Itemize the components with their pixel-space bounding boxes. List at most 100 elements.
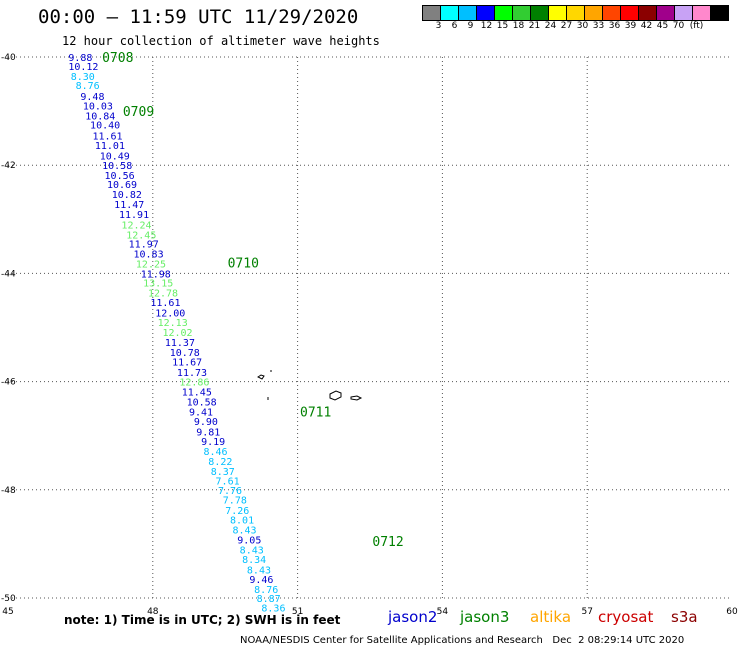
swh-value: 9.88 [68,53,92,64]
swh-value: 10.56 [105,171,135,182]
swh-value: 10.49 [100,151,130,162]
time-label: 0711 [300,405,331,420]
swh-value: 12.24 [121,221,151,232]
swh-value: 9.48 [80,92,104,103]
scale-label: 36 [608,21,621,31]
swh-values: 9.8810.128.308.769.4810.0310.8410.4011.6… [68,53,285,615]
chart-subtitle: 12 hour collection of altimeter wave hei… [62,34,380,48]
swh-value: 12.13 [158,318,188,329]
scale-unit: (ft) [689,21,704,31]
swh-value: 8.87 [257,594,281,605]
swh-value: 11.37 [165,338,195,349]
color-scale-bar [422,5,729,21]
swh-value: 9.81 [196,427,220,438]
scale-label: 6 [451,21,458,31]
scale-label: 70 [672,21,685,31]
swh-value: 9.19 [201,437,225,448]
swh-value: 10.69 [107,180,137,191]
time-label: 0708 [102,51,133,66]
time-label: 0712 [372,535,403,550]
swh-value: 10.12 [68,62,98,73]
swh-value: 10.78 [170,348,200,359]
swh-value: 8.76 [254,585,278,596]
swh-value: 9.41 [189,407,213,418]
swh-value: 10.83 [133,249,163,260]
land-outline [257,370,363,401]
swh-value: 8.36 [261,604,285,615]
map-grid [8,56,732,599]
swh-value: 8.76 [76,81,100,92]
swh-value: 12.78 [148,288,178,299]
swh-value: 12.00 [155,308,185,319]
swh-value: 11.47 [114,200,144,211]
y-tick-label: -50 [1,594,16,604]
swh-value: 10.58 [187,398,217,409]
swh-value: 11.98 [141,269,171,280]
scale-label: 45 [656,21,669,31]
swh-value: 11.45 [182,387,212,398]
chart-title: 00:00 – 11:59 UTC 11/29/2020 [38,6,359,28]
island-outline [350,395,363,401]
legend-jason3: jason3 [460,608,510,626]
scale-label: 30 [576,21,589,31]
y-tick-label: -40 [1,53,16,63]
scale-label: 24 [544,21,557,31]
scale-label: 15 [496,21,509,31]
legend-jason2: jason2 [388,608,438,626]
island-outline [329,390,342,401]
scale-swatch [710,5,729,21]
swh-value: 8.34 [242,555,266,566]
swh-value: 11.61 [92,131,122,142]
x-tick-label: 60 [726,607,738,617]
swh-value: 10.84 [85,111,115,122]
swh-value: 10.82 [112,190,142,201]
swh-value: 8.22 [208,457,232,468]
time-label: 0710 [228,257,259,272]
swh-value: 11.91 [119,210,149,221]
swh-value: 12.45 [126,230,156,241]
swh-value: 8.43 [232,525,256,536]
legend-cryosat: cryosat [598,608,654,626]
swh-value: 11.67 [172,358,202,369]
swh-value: 10.58 [102,161,132,172]
x-tick-label: 51 [292,607,303,617]
scale-label: 18 [512,21,525,31]
swh-value: 8.30 [71,72,95,83]
scale-label: 21 [528,21,541,31]
scale-label: 3 [435,21,442,31]
swh-value: 8.01 [230,516,254,527]
swh-value: 11.97 [129,240,159,251]
time-labels: 0708 0709 0710 0711 0712 [102,51,404,550]
swh-value: 11.73 [177,368,207,379]
swh-value: 9.05 [237,536,261,547]
swh-value: 10.40 [90,121,120,132]
swh-value: 9.46 [249,575,273,586]
swh-value: 8.43 [247,565,271,576]
swh-value: 8.46 [203,447,227,458]
scale-label: 42 [640,21,653,31]
legend-s3a: s3a [671,608,698,626]
swh-value: 12.25 [136,260,166,271]
scale-label: 12 [480,21,493,31]
y-tick-label: -44 [1,269,16,279]
scale-label: 33 [592,21,605,31]
swh-value: 13.15 [143,279,173,290]
legend-altika: altika [530,608,572,626]
swh-value: 12.86 [179,378,209,389]
scale-label: 9 [467,21,474,31]
time-label: 0709 [123,105,154,120]
swh-value: 11.61 [150,298,180,309]
y-tick-label: -42 [1,161,16,171]
x-tick-label: 48 [147,607,159,617]
swh-value: 12.02 [162,328,192,339]
swh-value: 11.01 [95,141,125,152]
x-tick-label: 57 [581,607,592,617]
swh-value: 7.26 [225,506,249,517]
y-tick-label: -46 [1,378,16,388]
legend-note: note: 1) Time is in UTC; 2) SWH is in fe… [64,613,341,627]
credit-line: NOAA/NESDIS Center for Satellite Applica… [240,635,685,646]
y-tick-label: -48 [1,486,16,496]
swh-value: 7.78 [223,496,247,507]
swh-value: 9.90 [194,417,218,428]
